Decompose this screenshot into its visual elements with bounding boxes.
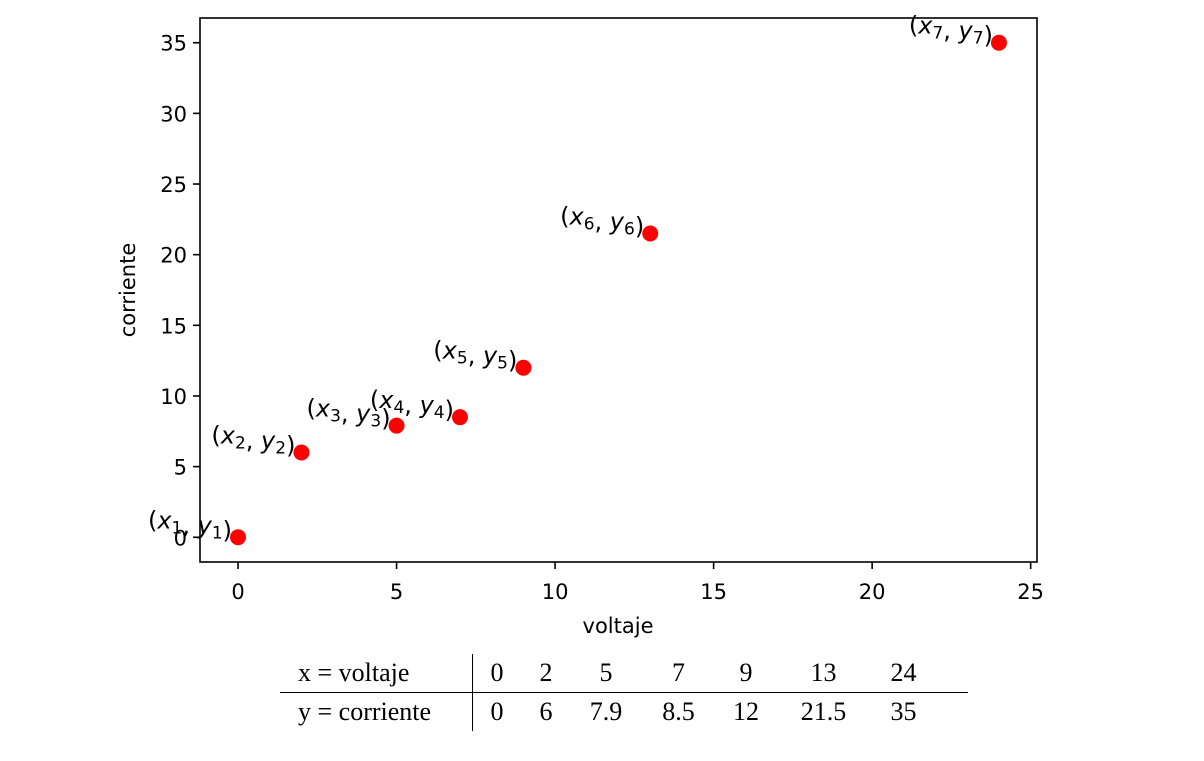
table-row-header-y: y = corriente [280, 692, 473, 731]
x-tick-label: 10 [542, 580, 569, 604]
y-tick-label: 30 [160, 102, 187, 126]
y-tick-label: 10 [160, 385, 187, 409]
table-cell-y: 21.5 [800, 697, 847, 726]
y-axis-label: corriente [116, 243, 140, 338]
x-axis: 0 5 10 15 20 25 [231, 562, 1044, 604]
data-point [388, 417, 405, 434]
y-tick-label: 15 [160, 314, 187, 338]
table-cell-y: 8.5 [662, 697, 695, 726]
table-cell-y: 7.9 [589, 697, 623, 726]
x-tick-label: 20 [859, 580, 886, 604]
x-tick-label: 25 [1017, 580, 1044, 604]
y-tick-label: 20 [160, 244, 187, 268]
point-label: (x4, y4) [370, 386, 454, 424]
point-label: (x6, y6) [560, 202, 644, 240]
table-cell-x: 24 [871, 654, 936, 693]
data-point [515, 359, 532, 376]
x-tick-label: 0 [231, 580, 244, 604]
x-tick-label: 5 [390, 580, 403, 604]
x-tick-label: 15 [700, 580, 727, 604]
data-point [451, 409, 468, 426]
table-cell-x: 7 [641, 654, 716, 693]
point-labels: (x1, y1) (x2, y2) (x3, y3)(x4, y4) (x5, y5)… [148, 12, 993, 545]
point-label: (x7, y7) [909, 12, 993, 50]
table-cell-x: 13 [776, 654, 871, 693]
data-points [230, 34, 1007, 546]
point-label: (x1, y1) [148, 506, 232, 544]
x-axis-label: voltaje [583, 614, 654, 638]
table-spacer [936, 654, 968, 693]
table-cell-y: 6 [539, 697, 553, 726]
data-point [230, 529, 247, 546]
table-cell-x: 5 [571, 654, 641, 693]
table-row-y: y = corriente 0 6 7.9 8.5 12 21.5 35 [280, 692, 968, 732]
table-cell-x: 0 [472, 654, 521, 693]
scatter-chart: 0 5 10 15 20 25 0 5 10 15 20 25 30 35 voltaje corrie… [116, 12, 1044, 638]
point-label: (x5, y5) [433, 337, 517, 375]
point-label: (x3, y3) [306, 395, 390, 433]
y-tick-label: 0 [174, 526, 187, 550]
plot-area-frame [199, 17, 1038, 563]
y-axis: 0 5 10 15 20 25 30 35 [160, 32, 200, 550]
data-point [293, 444, 310, 461]
table-spacer [936, 693, 968, 732]
table-cell-x: 2 [521, 654, 571, 693]
y-tick-label: 5 [174, 456, 187, 480]
y-tick-label: 35 [160, 32, 187, 56]
data-point [642, 225, 659, 242]
y-tick-label: 25 [160, 173, 187, 197]
table-row-x: x = voltaje 0 2 5 7 9 13 24 [280, 654, 968, 693]
data-point [990, 34, 1007, 51]
table-cell-x: 9 [716, 654, 776, 693]
point-label: (x2, y2) [211, 421, 295, 459]
table-cell-y: 35 [890, 697, 917, 726]
table-cell-y: 12 [733, 697, 759, 726]
table-row-header-x: x = voltaje [280, 654, 473, 693]
data-table: x = voltaje 0 2 5 7 9 13 24 y = corrient… [280, 654, 968, 731]
table-cell-y: 0 [490, 697, 504, 726]
